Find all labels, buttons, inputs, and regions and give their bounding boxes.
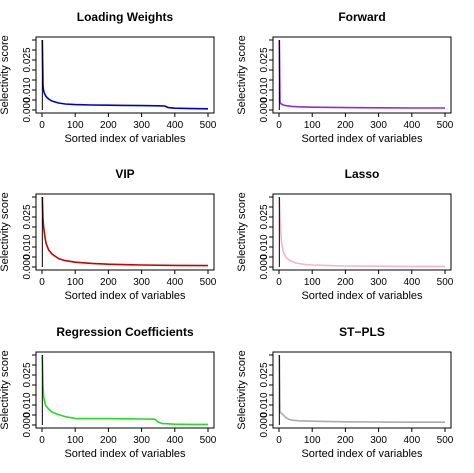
y-tick-label: 0.000 xyxy=(259,97,270,122)
x-tick-label: 400 xyxy=(403,120,420,131)
y-axis-label: Selectivity score xyxy=(236,350,248,429)
x-tick-label: 400 xyxy=(166,277,183,288)
x-axis-label: Sorted index of variables xyxy=(301,448,423,460)
x-tick-label: 100 xyxy=(304,120,321,131)
x-tick-label: 0 xyxy=(39,435,45,446)
x-tick-label: 100 xyxy=(304,435,321,446)
panel-title: ST−PLS xyxy=(339,325,385,339)
x-tick-label: 500 xyxy=(437,277,454,288)
y-tick-label: 0.010 xyxy=(259,392,270,417)
panel-title: Forward xyxy=(338,10,385,24)
x-tick-label: 500 xyxy=(200,277,217,288)
x-tick-label: 0 xyxy=(39,120,45,131)
x-tick-label: 400 xyxy=(166,120,183,131)
y-tick-label: 0.025 xyxy=(22,204,33,229)
y-tick-label: 0.000 xyxy=(259,254,270,279)
series-line xyxy=(278,196,445,268)
x-tick-label: 500 xyxy=(200,435,217,446)
y-tick-label: 0.010 xyxy=(259,77,270,102)
plot-frame xyxy=(272,193,452,271)
x-axis-label: Sorted index of variables xyxy=(64,448,186,460)
series-line xyxy=(41,39,209,110)
plot-frame xyxy=(272,351,452,429)
y-tick-label: 0.025 xyxy=(259,362,270,387)
x-tick-label: 400 xyxy=(403,435,420,446)
x-tick-label: 300 xyxy=(133,435,150,446)
x-tick-label: 300 xyxy=(370,120,387,131)
x-tick-label: 500 xyxy=(437,120,454,131)
panel-title: Regression Coefficients xyxy=(56,325,194,339)
x-tick-label: 0 xyxy=(39,277,45,288)
x-tick-label: 300 xyxy=(133,120,150,131)
x-tick-label: 300 xyxy=(370,277,387,288)
y-tick-label: 0.000 xyxy=(22,254,33,279)
x-tick-label: 100 xyxy=(304,277,321,288)
x-tick-label: 500 xyxy=(200,120,217,131)
y-tick-label: 0.025 xyxy=(259,47,270,72)
series-line xyxy=(278,39,445,109)
x-tick-label: 200 xyxy=(337,120,354,131)
x-axis-label: Sorted index of variables xyxy=(64,290,186,302)
x-tick-label: 100 xyxy=(67,277,84,288)
panel-0: Loading Weights 0 100 200 300 400 500 0.0000.01… xyxy=(0,10,217,145)
y-axis-label: Selectivity score xyxy=(0,35,11,114)
y-tick-label: 0.010 xyxy=(22,392,33,417)
series-line xyxy=(41,354,208,426)
x-tick-label: 0 xyxy=(276,120,282,131)
x-tick-label: 400 xyxy=(166,435,183,446)
y-tick-label: 0.025 xyxy=(22,362,33,387)
panel-title: Lasso xyxy=(345,167,380,181)
plot-frame xyxy=(35,351,215,429)
y-tick-label: 0.010 xyxy=(22,234,33,259)
x-tick-label: 300 xyxy=(133,277,150,288)
y-axis-label: Selectivity score xyxy=(0,350,11,429)
y-axis-label: Selectivity score xyxy=(236,35,248,114)
y-tick-label: 0.025 xyxy=(22,47,33,72)
plot-frame xyxy=(35,36,215,114)
x-tick-label: 300 xyxy=(370,435,387,446)
y-axis-label: Selectivity score xyxy=(0,192,11,271)
x-tick-label: 200 xyxy=(100,277,117,288)
x-tick-label: 0 xyxy=(276,435,282,446)
x-tick-label: 0 xyxy=(276,277,282,288)
series-line xyxy=(41,196,209,267)
y-tick-label: 0.010 xyxy=(22,77,33,102)
x-tick-label: 100 xyxy=(67,435,84,446)
x-tick-label: 200 xyxy=(100,435,117,446)
x-tick-label: 400 xyxy=(403,277,420,288)
y-tick-label: 0.025 xyxy=(259,204,270,229)
y-tick-label: 0.000 xyxy=(22,412,33,437)
y-tick-label: 0.000 xyxy=(259,412,270,437)
series-line xyxy=(278,354,445,424)
x-tick-label: 200 xyxy=(337,277,354,288)
y-axis-label: Selectivity score xyxy=(236,192,248,271)
plot-frame xyxy=(272,36,452,114)
x-axis-label: Sorted index of variables xyxy=(301,133,423,145)
x-tick-label: 200 xyxy=(100,120,117,131)
panel-4: Regression Coefficients 0 100 200 300 400 500 0… xyxy=(0,325,217,460)
panel-title: VIP xyxy=(115,167,134,181)
y-tick-label: 0.010 xyxy=(259,234,270,259)
x-tick-label: 100 xyxy=(67,120,84,131)
x-tick-label: 500 xyxy=(437,435,454,446)
x-axis-label: Sorted index of variables xyxy=(301,290,423,302)
y-tick-label: 0.000 xyxy=(22,97,33,122)
x-tick-label: 200 xyxy=(337,435,354,446)
x-axis-label: Sorted index of variables xyxy=(64,133,186,145)
panel-title: Loading Weights xyxy=(77,10,174,24)
plot-frame xyxy=(35,193,215,271)
